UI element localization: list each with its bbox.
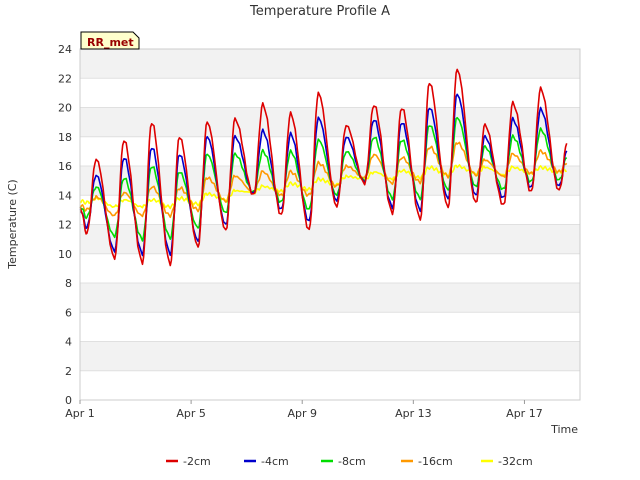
y-tick-label: 0 — [65, 394, 72, 407]
y-tick-label: 14 — [58, 189, 72, 202]
y-tick-label: 2 — [65, 365, 72, 378]
badge: RR_met — [80, 31, 140, 50]
legend-label: -8cm — [338, 455, 366, 468]
plot-band — [80, 341, 580, 371]
plot-band — [80, 253, 580, 283]
series-line-8cm — [79, 116, 568, 242]
y-tick-label: 24 — [58, 43, 72, 56]
y-tick-label: 22 — [58, 72, 72, 85]
x-tick-label: Apr 17 — [506, 407, 543, 420]
y-tick-label: 8 — [65, 277, 72, 290]
legend: -2cm -4cm -8cm -16cm -32cm — [166, 455, 533, 468]
x-tick-label: Apr 13 — [395, 407, 432, 420]
y-tick-label: 20 — [58, 102, 72, 115]
series-layer — [79, 68, 568, 267]
plot-band — [80, 78, 580, 108]
plot-band — [80, 224, 580, 254]
legend-label: -16cm — [418, 455, 453, 468]
badge-shape — [80, 31, 140, 50]
legend-label: -4cm — [261, 455, 289, 468]
series-line-32cm — [79, 164, 567, 210]
chart-title: Temperature Profile A — [249, 4, 390, 19]
x-tick-label: Apr 1 — [65, 407, 95, 420]
legend-label: -32cm — [498, 455, 533, 468]
plot-band — [80, 49, 580, 79]
plot-band — [80, 312, 580, 342]
y-tick-label: 18 — [58, 131, 72, 144]
x-axis-ticks: Apr 1 Apr 5 Apr 9 Apr 13 Apr 17 — [65, 400, 543, 420]
legend-label: -2cm — [183, 455, 211, 468]
plot-band — [80, 136, 580, 166]
plot-band — [80, 107, 580, 137]
legend-item: -16cm — [401, 455, 453, 468]
series-line-16cm — [79, 141, 568, 219]
series-line-2cm — [79, 68, 568, 267]
y-tick-label: 16 — [58, 160, 72, 173]
badge-label: RR_met — [87, 36, 134, 49]
legend-item: -4cm — [244, 455, 289, 468]
y-tick-label: 6 — [65, 306, 72, 319]
plot-band — [80, 370, 580, 400]
x-axis-label: Time — [550, 423, 578, 436]
y-axis-label: Temperature (C) — [6, 179, 19, 269]
y-tick-label: 4 — [65, 336, 72, 349]
legend-item: -32cm — [481, 455, 533, 468]
plot-bands — [80, 49, 580, 400]
legend-item: -8cm — [321, 455, 366, 468]
plot-frame — [79, 48, 581, 401]
x-tick-label: Apr 5 — [176, 407, 206, 420]
x-tick-label: Apr 9 — [287, 407, 317, 420]
y-tick-label: 10 — [58, 248, 72, 261]
series-line-4cm — [79, 93, 568, 257]
plot-band — [80, 283, 580, 313]
legend-item: -2cm — [166, 455, 211, 468]
y-tick-label: 12 — [58, 219, 72, 232]
